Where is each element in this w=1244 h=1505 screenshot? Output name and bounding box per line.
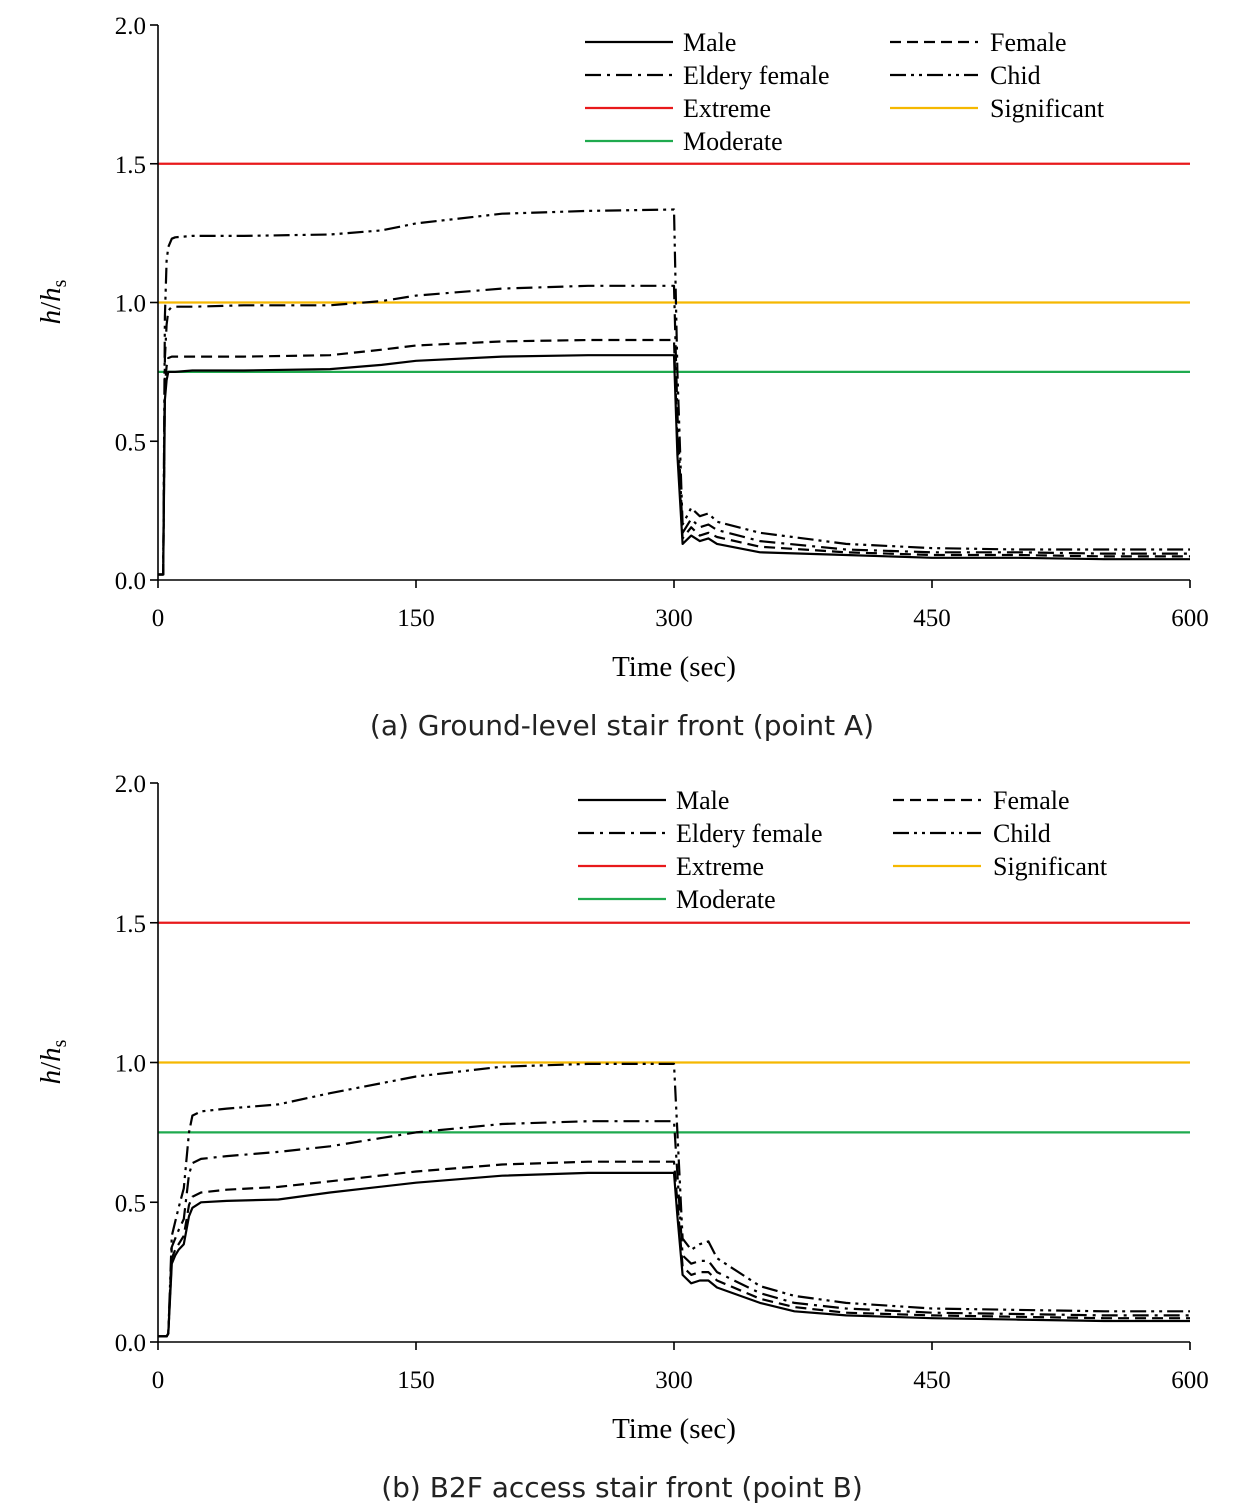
legend-label: Moderate: [683, 127, 783, 156]
y-axis-label-part: h: [35, 1047, 67, 1062]
legend-label: Male: [676, 786, 729, 815]
y-axis-label-part: s: [49, 279, 71, 287]
series-line-male: [158, 354, 1190, 576]
legend-label: Extreme: [676, 852, 764, 881]
y-tick-label: 0.0: [115, 1330, 146, 1357]
legend-label: Chid: [990, 61, 1041, 90]
y-tick-label: 0.0: [115, 568, 146, 595]
y-axis-label-part: h: [35, 1070, 67, 1085]
chart-panel-b: 0.0 0.5 1.0 1.5 2.0 0 150 300 450 600 Time (sec) h/…: [35, 771, 1209, 1445]
legend-label: Significant: [993, 852, 1108, 881]
legend-label: Significant: [990, 94, 1105, 123]
legend-label: Eldery female: [676, 819, 823, 848]
y-tick-label: 2.0: [115, 13, 146, 40]
series-line-male: [158, 1171, 1190, 1338]
y-tick-label: 0.5: [115, 429, 146, 456]
chart-panel-a: 0.0 0.5 1.0 1.5 2.0 0 150 300 450 600 Time (sec) h/…: [35, 13, 1209, 683]
x-tick-label: 600: [1171, 605, 1209, 632]
y-tick-label: 1.5: [115, 152, 146, 179]
series-line-eldery-female: [158, 1120, 1190, 1338]
legend-label: Eldery female: [683, 61, 830, 90]
y-axis-label-part: /: [35, 1061, 67, 1070]
legend-label: Child: [993, 819, 1051, 848]
legend-label: Extreme: [683, 94, 771, 123]
x-axis-label: Time (sec): [612, 1413, 736, 1445]
x-tick-label: 0: [152, 1367, 165, 1394]
legend-label: Female: [993, 786, 1070, 815]
series-line-female: [158, 1160, 1190, 1338]
y-axis-label-part: s: [49, 1039, 71, 1047]
x-tick-label: 150: [397, 1367, 435, 1394]
y-axis-label-part: h: [35, 310, 67, 325]
y-axis-label: h/hs: [35, 1039, 71, 1084]
series-line-female: [158, 338, 1190, 576]
y-tick-label: 1.5: [115, 911, 146, 938]
y-tick-label: 2.0: [115, 771, 146, 798]
legend-label: Moderate: [676, 885, 776, 914]
y-axis-label-part: h: [35, 287, 67, 302]
series-line-child: [158, 1062, 1190, 1338]
legend-label: Female: [990, 28, 1067, 57]
series-line-eldery-female: [158, 284, 1190, 576]
x-tick-label: 300: [655, 605, 693, 632]
y-axis-label: h/hs: [35, 279, 71, 324]
y-tick-label: 1.0: [115, 1051, 146, 1078]
series-line-chid: [158, 208, 1190, 576]
x-tick-label: 0: [152, 605, 165, 632]
y-axis-label-part: /: [35, 301, 67, 310]
x-tick-label: 150: [397, 605, 435, 632]
x-axis-label: Time (sec): [612, 651, 736, 683]
caption-b: (b) B2F access stair front (point B): [381, 1471, 863, 1504]
caption-a: (a) Ground-level stair front (point A): [370, 709, 874, 742]
y-tick-label: 1.0: [115, 291, 146, 318]
y-tick-label: 0.5: [115, 1190, 146, 1217]
legend-label: Male: [683, 28, 736, 57]
x-tick-label: 450: [913, 1367, 951, 1394]
x-tick-label: 600: [1171, 1367, 1209, 1394]
x-tick-label: 450: [913, 605, 951, 632]
x-tick-label: 300: [655, 1367, 693, 1394]
